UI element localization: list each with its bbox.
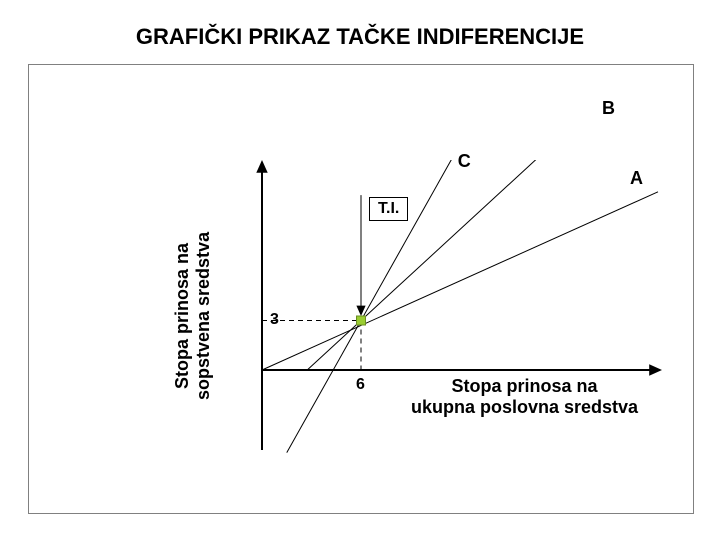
y-axis-label-line2: sopstvena sredstva [193,232,214,400]
x-axis-label: Stopa prinosa na ukupna poslovna sredstv… [411,376,638,418]
x-axis-label-line1: Stopa prinosa na [411,376,638,397]
y-axis-label-line1: Stopa prinosa na [172,232,193,400]
label-a: A [630,168,643,189]
page-title: GRAFIČKI PRIKAZ TAČKE INDIFERENCIJE [0,24,720,50]
tick-y3: 3 [270,311,279,329]
page: GRAFIČKI PRIKAZ TAČKE INDIFERENCIJE Stop… [0,0,720,540]
label-c: C [458,151,471,172]
x-axis-label-line2: ukupna poslovna sredstva [411,397,638,418]
ti-label-box: T.I. [369,197,408,221]
label-b: B [602,98,615,119]
y-axis-label: Stopa prinosa na sopstvena sredstva [172,232,214,400]
tick-x6: 6 [356,376,365,394]
ti-label-text: T.I. [378,200,399,217]
